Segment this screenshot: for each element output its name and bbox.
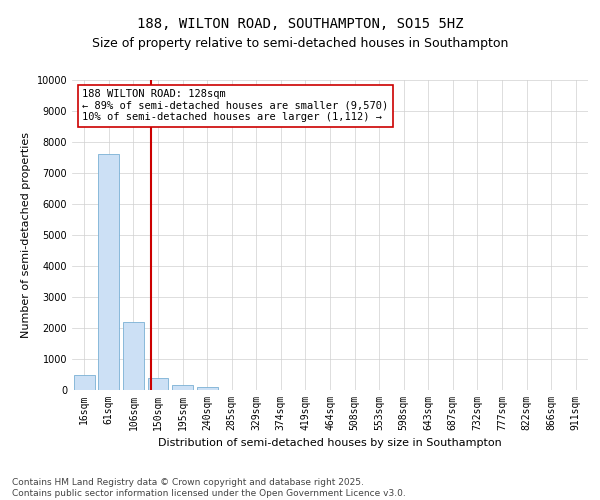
Bar xyxy=(123,322,144,390)
Text: Contains HM Land Registry data © Crown copyright and database right 2025.
Contai: Contains HM Land Registry data © Crown c… xyxy=(12,478,406,498)
Text: 188, WILTON ROAD, SOUTHAMPTON, SO15 5HZ: 188, WILTON ROAD, SOUTHAMPTON, SO15 5HZ xyxy=(137,18,463,32)
Text: 188 WILTON ROAD: 128sqm
← 89% of semi-detached houses are smaller (9,570)
10% of: 188 WILTON ROAD: 128sqm ← 89% of semi-de… xyxy=(82,90,389,122)
Bar xyxy=(148,378,169,390)
Bar xyxy=(197,387,218,390)
Y-axis label: Number of semi-detached properties: Number of semi-detached properties xyxy=(21,132,31,338)
Text: Size of property relative to semi-detached houses in Southampton: Size of property relative to semi-detach… xyxy=(92,38,508,51)
Bar xyxy=(74,374,95,390)
X-axis label: Distribution of semi-detached houses by size in Southampton: Distribution of semi-detached houses by … xyxy=(158,438,502,448)
Bar xyxy=(98,154,119,390)
Bar xyxy=(172,386,193,390)
